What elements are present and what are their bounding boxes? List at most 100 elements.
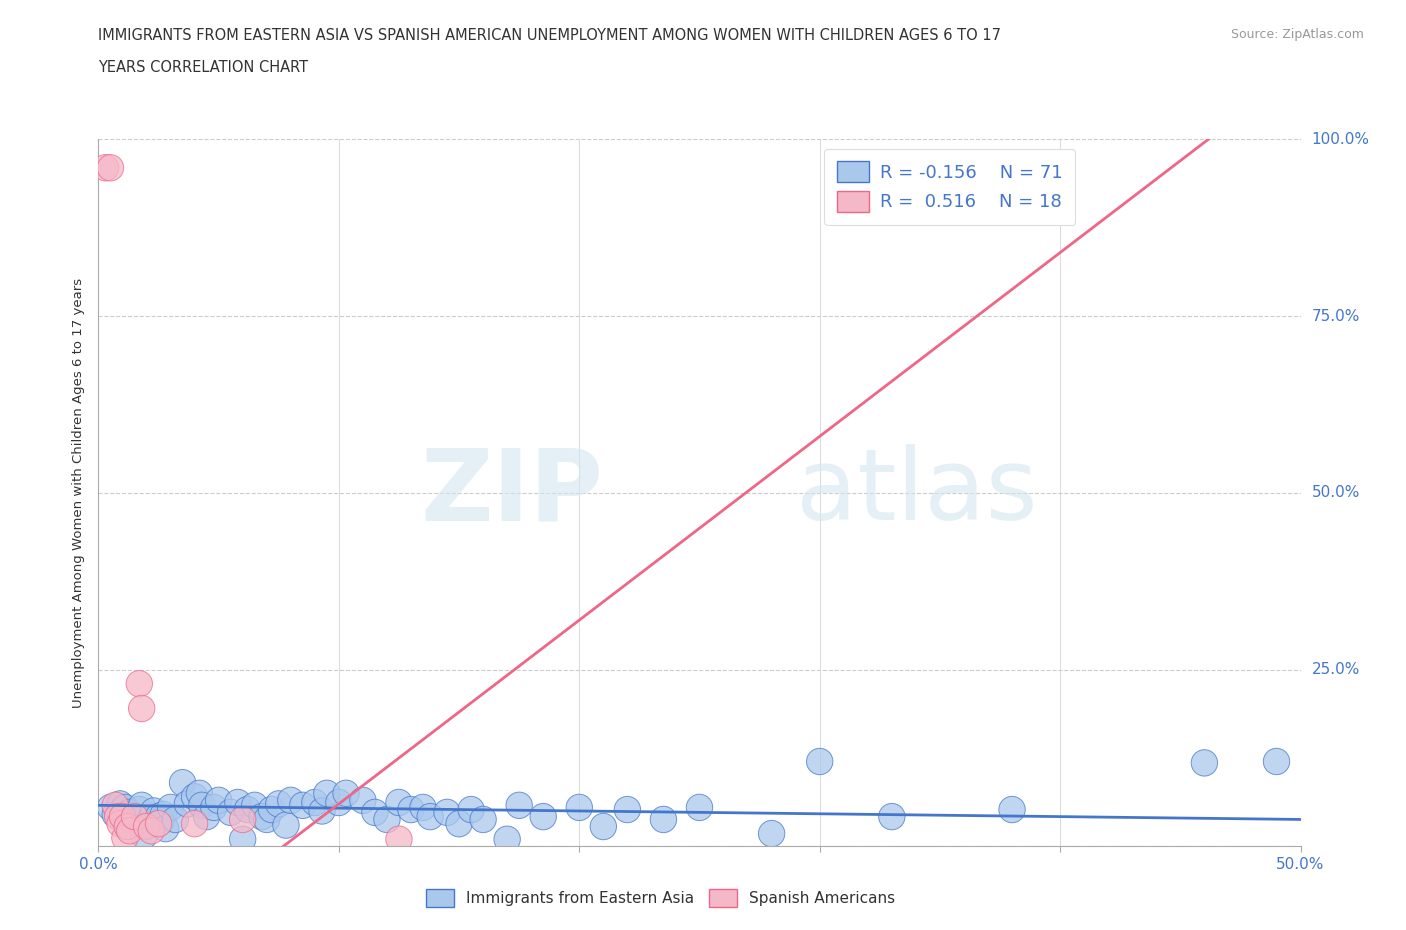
Ellipse shape bbox=[249, 804, 276, 830]
Ellipse shape bbox=[157, 794, 184, 820]
Ellipse shape bbox=[107, 790, 134, 817]
Ellipse shape bbox=[229, 806, 256, 832]
Ellipse shape bbox=[103, 792, 128, 818]
Ellipse shape bbox=[314, 780, 340, 806]
Legend: R = -0.156    N = 71, R =  0.516    N = 18: R = -0.156 N = 71, R = 0.516 N = 18 bbox=[824, 149, 1076, 224]
Ellipse shape bbox=[259, 796, 285, 823]
Ellipse shape bbox=[458, 796, 484, 823]
Text: IMMIGRANTS FROM EASTERN ASIA VS SPANISH AMERICAN UNEMPLOYMENT AMONG WOMEN WITH C: IMMIGRANTS FROM EASTERN ASIA VS SPANISH … bbox=[98, 28, 1001, 43]
Ellipse shape bbox=[205, 787, 232, 814]
Ellipse shape bbox=[134, 812, 160, 838]
Ellipse shape bbox=[201, 794, 226, 820]
Ellipse shape bbox=[134, 814, 160, 840]
Ellipse shape bbox=[114, 814, 141, 840]
Ellipse shape bbox=[758, 820, 785, 847]
Ellipse shape bbox=[418, 804, 443, 830]
Ellipse shape bbox=[470, 806, 496, 832]
Text: 25.0%: 25.0% bbox=[1312, 662, 1360, 677]
Ellipse shape bbox=[97, 154, 124, 181]
Ellipse shape bbox=[998, 796, 1025, 823]
Ellipse shape bbox=[194, 804, 219, 830]
Ellipse shape bbox=[181, 784, 208, 810]
Ellipse shape bbox=[879, 804, 905, 830]
Ellipse shape bbox=[506, 792, 533, 818]
Ellipse shape bbox=[114, 802, 141, 828]
Ellipse shape bbox=[138, 817, 165, 844]
Ellipse shape bbox=[162, 806, 188, 832]
Ellipse shape bbox=[235, 796, 260, 823]
Ellipse shape bbox=[128, 792, 155, 818]
Ellipse shape bbox=[273, 812, 299, 838]
Ellipse shape bbox=[93, 154, 120, 181]
Ellipse shape bbox=[1191, 750, 1218, 777]
Ellipse shape bbox=[290, 792, 316, 818]
Ellipse shape bbox=[333, 780, 360, 806]
Ellipse shape bbox=[302, 790, 328, 816]
Ellipse shape bbox=[117, 799, 143, 826]
Ellipse shape bbox=[121, 804, 148, 830]
Ellipse shape bbox=[181, 810, 208, 837]
Ellipse shape bbox=[110, 798, 135, 824]
Ellipse shape bbox=[398, 796, 425, 823]
Ellipse shape bbox=[434, 799, 460, 826]
Ellipse shape bbox=[530, 804, 557, 830]
Ellipse shape bbox=[277, 787, 304, 814]
Ellipse shape bbox=[110, 804, 135, 830]
Ellipse shape bbox=[229, 826, 256, 853]
Ellipse shape bbox=[326, 790, 352, 816]
Ellipse shape bbox=[121, 806, 148, 832]
Ellipse shape bbox=[385, 790, 412, 816]
Ellipse shape bbox=[374, 806, 401, 832]
Ellipse shape bbox=[591, 814, 616, 840]
Ellipse shape bbox=[242, 792, 269, 818]
Ellipse shape bbox=[150, 802, 177, 828]
Ellipse shape bbox=[385, 826, 412, 853]
Text: atlas: atlas bbox=[796, 445, 1038, 541]
Ellipse shape bbox=[141, 798, 167, 824]
Ellipse shape bbox=[253, 806, 280, 832]
Ellipse shape bbox=[1264, 749, 1289, 775]
Ellipse shape bbox=[686, 794, 713, 820]
Ellipse shape bbox=[148, 808, 174, 835]
Text: 75.0%: 75.0% bbox=[1312, 309, 1360, 324]
Ellipse shape bbox=[103, 802, 128, 828]
Ellipse shape bbox=[111, 825, 138, 851]
Ellipse shape bbox=[131, 822, 157, 849]
Ellipse shape bbox=[807, 749, 832, 775]
Ellipse shape bbox=[128, 696, 155, 722]
Ellipse shape bbox=[104, 804, 131, 830]
Ellipse shape bbox=[152, 816, 179, 842]
Ellipse shape bbox=[186, 780, 212, 806]
Ellipse shape bbox=[650, 806, 676, 832]
Text: Source: ZipAtlas.com: Source: ZipAtlas.com bbox=[1230, 28, 1364, 41]
Ellipse shape bbox=[225, 790, 252, 816]
Ellipse shape bbox=[169, 769, 195, 796]
Text: ZIP: ZIP bbox=[420, 445, 603, 541]
Ellipse shape bbox=[107, 810, 134, 837]
Ellipse shape bbox=[494, 826, 520, 853]
Ellipse shape bbox=[218, 799, 243, 826]
Y-axis label: Unemployment Among Women with Children Ages 6 to 17 years: Unemployment Among Women with Children A… bbox=[72, 278, 84, 708]
Ellipse shape bbox=[350, 787, 375, 814]
Ellipse shape bbox=[174, 790, 201, 817]
Ellipse shape bbox=[409, 794, 436, 820]
Ellipse shape bbox=[117, 817, 143, 844]
Ellipse shape bbox=[188, 792, 215, 818]
Ellipse shape bbox=[614, 796, 641, 823]
Text: YEARS CORRELATION CHART: YEARS CORRELATION CHART bbox=[98, 60, 308, 75]
Ellipse shape bbox=[145, 804, 172, 830]
Ellipse shape bbox=[127, 796, 152, 823]
Text: 100.0%: 100.0% bbox=[1312, 132, 1369, 147]
Ellipse shape bbox=[309, 798, 335, 824]
Ellipse shape bbox=[145, 810, 172, 837]
Ellipse shape bbox=[111, 794, 138, 820]
Ellipse shape bbox=[361, 799, 388, 826]
Ellipse shape bbox=[138, 804, 165, 831]
Ellipse shape bbox=[446, 810, 472, 837]
Legend: Immigrants from Eastern Asia, Spanish Americans: Immigrants from Eastern Asia, Spanish Am… bbox=[420, 884, 901, 913]
Text: 50.0%: 50.0% bbox=[1312, 485, 1360, 500]
Ellipse shape bbox=[567, 794, 592, 820]
Ellipse shape bbox=[97, 794, 124, 820]
Ellipse shape bbox=[127, 671, 152, 697]
Ellipse shape bbox=[124, 804, 150, 830]
